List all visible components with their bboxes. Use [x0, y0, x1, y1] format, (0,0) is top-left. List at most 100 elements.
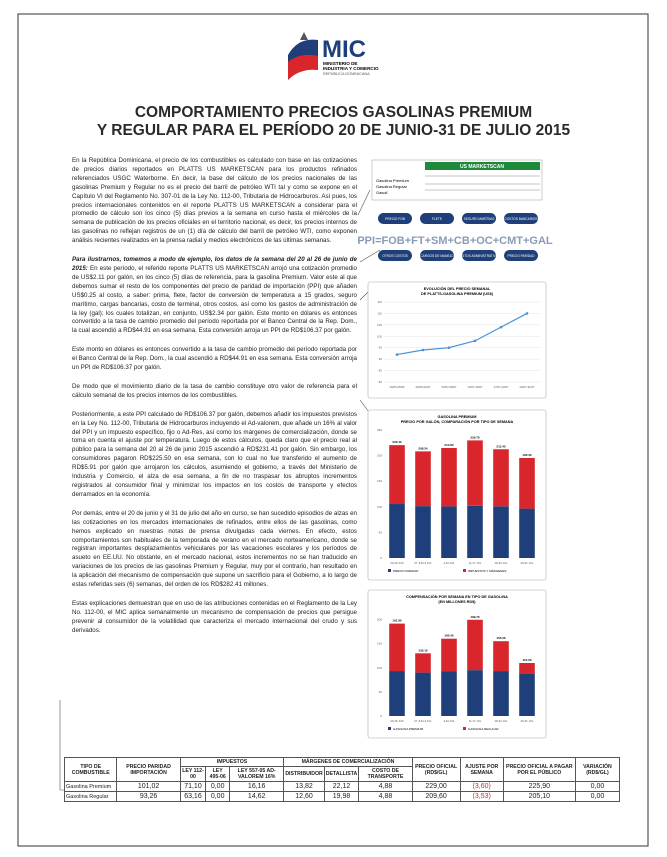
formula-box-label: GASTOS ADMINISTRATIVOS [458, 254, 501, 258]
x-tick-label: 4-10 JUL [443, 561, 455, 565]
bar-total-label: 155.26 [496, 636, 506, 640]
bar-segment [467, 619, 483, 671]
line-point [473, 339, 477, 343]
marketscan-title: US MARKETSCAN [460, 164, 504, 170]
legend-label: PRECIO PARIDAD [393, 569, 419, 573]
paragraph: De modo que el movimiento diario de la t… [72, 383, 357, 401]
y-tick-label: 200 [377, 618, 382, 622]
cell: 63,16 [179, 791, 207, 802]
cell: Gasolina Premium [63, 781, 118, 792]
formula-box [378, 213, 412, 224]
bar-segment [493, 506, 509, 558]
price-table: TIPO DE COMBUSTIBLE PRECIO PARIDAD IMPORT… [63, 757, 621, 802]
cell: 19,98 [323, 791, 360, 802]
sub-header: LEY 495-06 [205, 766, 231, 782]
x-tick-label: 18-24 JUL [495, 561, 508, 565]
y-tick-label: 105 [377, 323, 382, 327]
formula-box [420, 213, 454, 224]
group-header: PRECIO OFICIAL (RD$/GL) [411, 757, 461, 782]
legend-label: GASOLINA PREMIUM [393, 727, 424, 731]
y-tick-label: 80 [379, 380, 383, 384]
line-point [447, 346, 451, 350]
logo-sub: MINISTERIO DE [323, 61, 357, 66]
bar-segment [389, 671, 405, 716]
chart-title: COMPENSACIÓN POR SEMANA EN TIPO DE GASOL… [406, 594, 508, 599]
bar-total-label: 195.30 [522, 453, 532, 457]
bar-segment [415, 451, 431, 507]
bar-segment [415, 653, 431, 673]
cell: (3,60) [459, 781, 504, 792]
chart-title: GASOLINA PREMIUM [438, 415, 477, 419]
cell: (3,53) [459, 791, 504, 802]
formula-box-label: SEGURO MARÍTIMO [464, 217, 495, 221]
bar-total-label: 212.40 [496, 444, 506, 448]
bar-segment [441, 671, 457, 716]
data-row: Gasolina Regular 93,26 63,16 0,00 14,62 12,60… [63, 791, 621, 802]
bar-total-label: 229.70 [470, 435, 480, 439]
sub-header: DISTRIBUIDOR [283, 766, 325, 782]
x-tick-label: 27 JUN-3 JUL [414, 561, 432, 565]
marketscan-row: Gasoil [376, 190, 387, 195]
cell: 13,82 [283, 781, 325, 792]
legend-swatch [388, 569, 391, 572]
bar-total-label: 110.00 [522, 658, 531, 662]
x-tick-label: 4-10 JUL [443, 719, 455, 723]
logo-text: MIC [322, 36, 366, 63]
bar-total-label: 160.40 [444, 634, 454, 638]
bar-total-label: 208.24 [418, 446, 428, 450]
x-tick-label: 25-31 JUL [521, 561, 534, 565]
bar-total-label: 191.80 [392, 619, 402, 623]
cell: 205,10 [502, 791, 576, 802]
bar-total-label: 220.40 [392, 440, 402, 444]
legend-label: GASOLINA REGULAR [468, 727, 499, 731]
line-series [396, 312, 528, 356]
formula-box-label: FLETE [432, 217, 442, 221]
group-header: PRECIO OFICIAL A PAGAR POR EL PÚBLICO [502, 757, 576, 782]
bar-segment [389, 504, 405, 558]
paragraph-text: De modo que el movimiento diario de la t… [72, 382, 357, 399]
line-point [499, 325, 503, 329]
ppi-formula: PPI=FOB+FT+SM+CB+OC+CMT+GAL [357, 235, 553, 247]
marketscan-header [425, 162, 540, 170]
header-row: TIPO DE COMBUSTIBLE PRECIO PARIDAD IMPORT… [63, 757, 621, 782]
x-tick-label: 19/06-25/06 [390, 385, 405, 389]
bar-segment [467, 505, 483, 558]
cell: 12,60 [283, 791, 325, 802]
paragraph: Por demás, entre el 20 de junio y el 31 … [72, 510, 357, 590]
x-tick-label: 20-26 JUN [390, 719, 403, 723]
bar-total-label: 214.80 [444, 443, 454, 447]
paragraph: Posteriormente, a este PPI calculado de … [72, 411, 357, 500]
x-tick-label: 10/07-16/07 [468, 385, 483, 389]
chart-frame [367, 281, 547, 399]
title-line: COMPORTAMIENTO PRECIOS GASOLINAS PREMIUM [134, 104, 533, 121]
bar-segment [467, 670, 483, 716]
paragraph-text: Posteriormente, a este PPI calculado de … [72, 410, 357, 498]
data-row: Gasolina Premium 101,02 71,10 0,00 16,16 13,8… [63, 781, 621, 792]
formula-box [504, 213, 538, 224]
bar-segment [467, 440, 483, 506]
marketscan-rules [425, 175, 540, 191]
cell: 209,60 [411, 791, 461, 802]
bar-segment [519, 663, 535, 674]
logo-mark [288, 32, 318, 80]
y-tick-label: 95 [379, 346, 383, 350]
cell: 4,88 [358, 781, 413, 792]
formula-box-label: OTROS COSTOS [382, 254, 408, 258]
x-tick-label: 24/07-31/07 [520, 385, 535, 389]
body-column: En la República Dominicana, el precio de… [72, 157, 357, 646]
cell: 93,26 [116, 791, 181, 802]
sub-header: COSTO DE TRANSPORTE [358, 766, 413, 782]
chart-title: PRECIO POR GALÓN, COMPARACIÓN POR TIPO D… [401, 419, 514, 424]
paragraph-text: En este período, el referido reporte PLA… [72, 264, 357, 335]
formula-box [462, 213, 496, 224]
paragraph: En la República Dominicana, el precio de… [72, 157, 357, 246]
logo-sub: REPÚBLICA DOMINICANA [323, 71, 370, 76]
y-tick-label: 85 [379, 369, 383, 373]
line-point [395, 353, 399, 356]
y-tick-label: 110 [377, 311, 382, 315]
title-line: Y REGULAR PARA EL PERÍODO 20 DE JUNIO-31… [96, 122, 571, 139]
y-tick-label: 100 [377, 666, 382, 670]
group-header: TIPO DE COMBUSTIBLE [63, 757, 118, 782]
